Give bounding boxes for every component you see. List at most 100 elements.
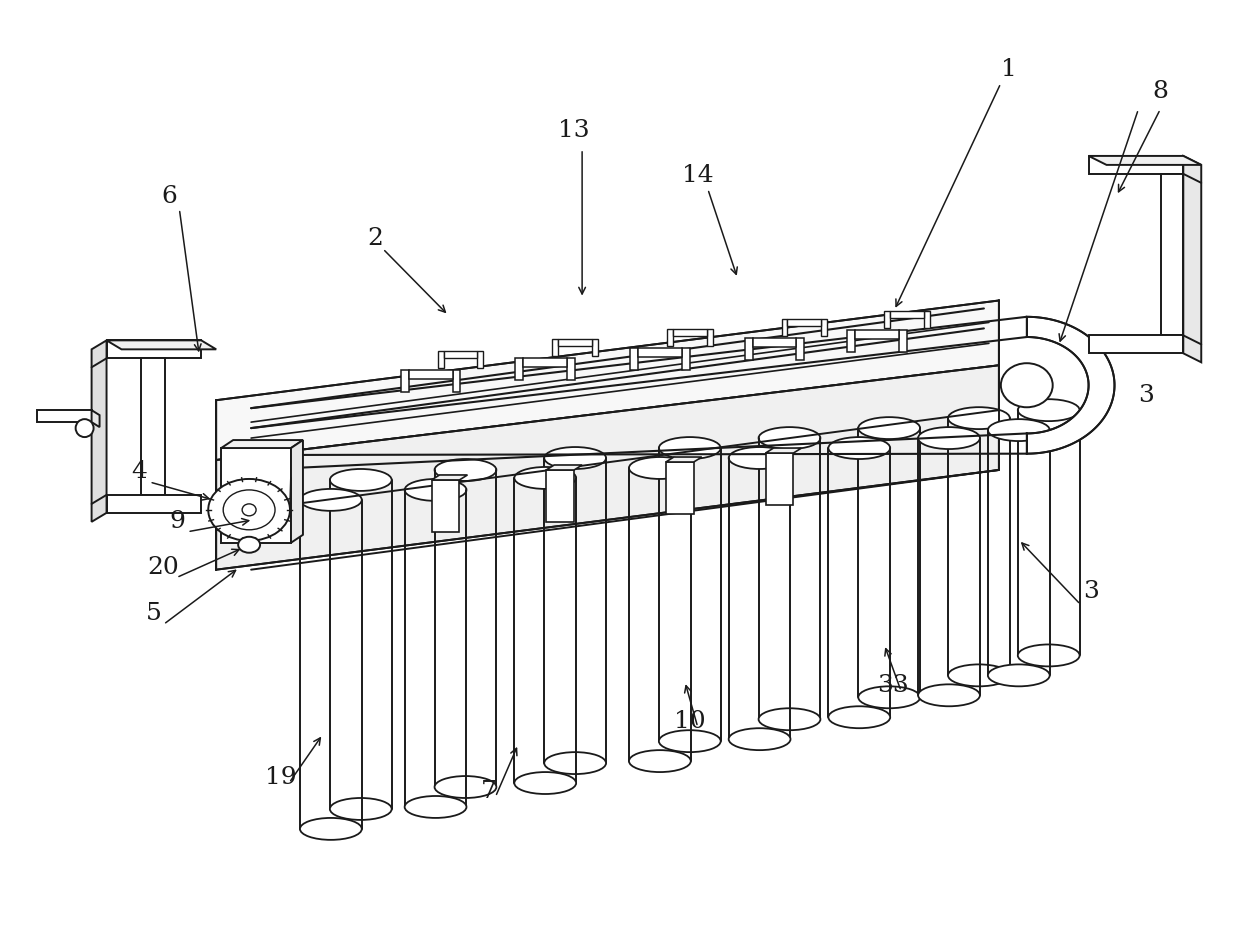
Ellipse shape [949,407,1009,429]
Polygon shape [141,358,165,495]
Ellipse shape [330,469,392,491]
Polygon shape [787,319,821,327]
Polygon shape [477,352,484,368]
Ellipse shape [729,447,790,469]
Ellipse shape [658,438,720,459]
Polygon shape [37,410,92,422]
Polygon shape [673,329,707,337]
Ellipse shape [515,772,577,794]
Ellipse shape [404,479,466,500]
Polygon shape [821,319,827,337]
Polygon shape [847,330,856,352]
Polygon shape [1027,316,1115,453]
Polygon shape [216,365,999,570]
Polygon shape [745,339,753,361]
Ellipse shape [300,489,362,511]
Polygon shape [107,495,201,512]
Polygon shape [765,453,794,505]
Ellipse shape [949,664,1009,686]
Text: 2: 2 [368,228,383,250]
Polygon shape [552,339,558,356]
Text: 9: 9 [170,511,185,534]
Polygon shape [547,465,582,470]
Ellipse shape [759,427,821,449]
Ellipse shape [729,728,790,750]
Ellipse shape [515,467,577,489]
Polygon shape [666,462,693,514]
Ellipse shape [238,536,260,553]
Polygon shape [682,349,689,370]
Polygon shape [899,330,908,352]
Text: 33: 33 [878,673,909,697]
Ellipse shape [759,709,821,730]
Polygon shape [92,410,99,427]
Text: 7: 7 [480,780,496,803]
Ellipse shape [988,419,1050,441]
Ellipse shape [300,818,362,840]
Text: 14: 14 [682,165,713,188]
Polygon shape [667,329,673,346]
Polygon shape [765,448,801,453]
Text: 3: 3 [1138,384,1154,407]
Ellipse shape [330,798,392,820]
Polygon shape [291,440,303,543]
Polygon shape [216,301,999,460]
Polygon shape [547,470,574,522]
Ellipse shape [544,447,606,469]
Ellipse shape [629,750,691,772]
Polygon shape [432,480,460,532]
Ellipse shape [434,459,496,481]
Polygon shape [666,457,702,462]
Text: 20: 20 [148,556,180,579]
Polygon shape [924,312,930,328]
Polygon shape [890,312,924,318]
Polygon shape [1183,156,1202,363]
Ellipse shape [404,796,466,818]
Text: 10: 10 [675,709,706,733]
Ellipse shape [208,479,290,541]
Polygon shape [401,370,409,392]
Text: 4: 4 [131,461,148,484]
Polygon shape [523,358,567,367]
Ellipse shape [988,664,1050,686]
Ellipse shape [629,457,691,479]
Polygon shape [453,370,460,392]
Polygon shape [591,339,598,356]
Ellipse shape [828,438,890,459]
Polygon shape [781,319,787,337]
Polygon shape [444,352,477,358]
Text: 19: 19 [265,766,296,788]
Polygon shape [221,448,291,543]
Polygon shape [432,475,467,480]
Ellipse shape [918,684,980,707]
Ellipse shape [858,686,920,709]
Ellipse shape [1018,400,1080,421]
Ellipse shape [1001,364,1053,407]
Ellipse shape [828,707,890,728]
Polygon shape [1089,156,1202,165]
Ellipse shape [858,417,920,439]
Polygon shape [516,358,523,380]
Polygon shape [1089,156,1183,174]
Polygon shape [221,440,303,448]
Text: 1: 1 [1001,57,1017,80]
Polygon shape [753,339,796,348]
Polygon shape [856,330,899,339]
Polygon shape [630,349,637,370]
Text: 13: 13 [558,119,590,142]
Ellipse shape [544,752,606,774]
Polygon shape [438,352,444,368]
Polygon shape [92,340,107,522]
Text: 5: 5 [145,602,161,625]
Polygon shape [1089,336,1183,353]
Polygon shape [107,340,216,350]
Polygon shape [567,358,575,380]
Ellipse shape [223,490,275,530]
Polygon shape [707,329,713,346]
Text: 6: 6 [161,185,177,208]
Ellipse shape [658,730,720,752]
Text: 8: 8 [1152,80,1168,103]
Polygon shape [107,340,201,358]
Ellipse shape [1018,645,1080,666]
Ellipse shape [434,776,496,798]
